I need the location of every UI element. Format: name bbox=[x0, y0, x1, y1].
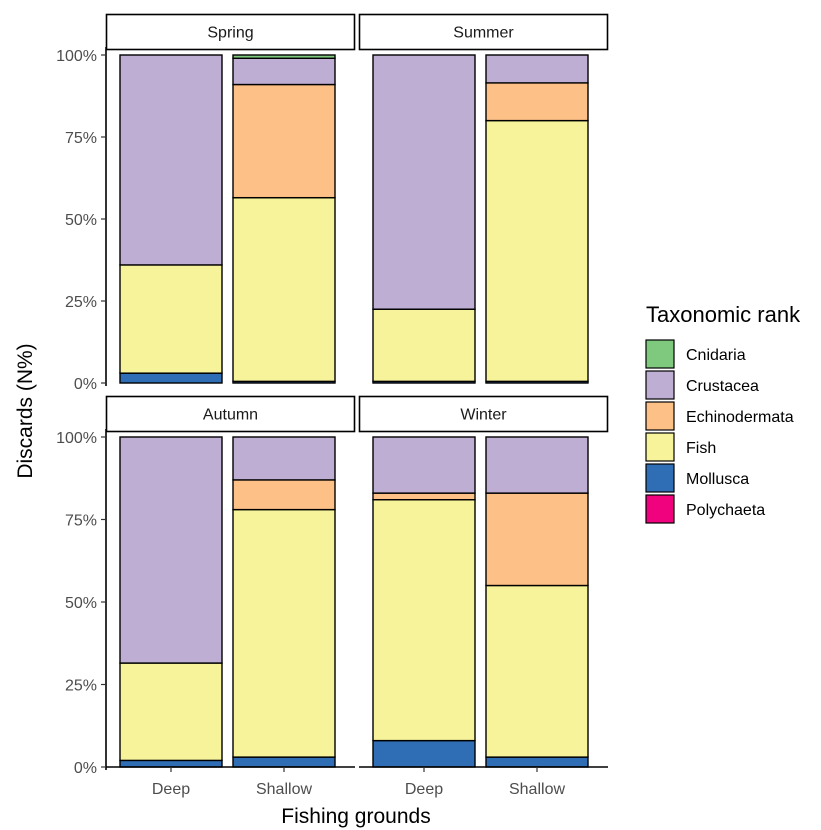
bar-segment-crustacea bbox=[372, 54, 476, 310]
facet-panel-autumn: Autumn bbox=[105, 395, 356, 768]
x-tick-label: Deep bbox=[152, 781, 190, 798]
legend-swatch-cnidaria bbox=[645, 339, 675, 369]
x-tick-label: Shallow bbox=[509, 781, 565, 798]
facet-strip-label: Summer bbox=[453, 25, 514, 42]
bar-segment-fish bbox=[372, 499, 476, 742]
y-tick-label: 100% bbox=[56, 430, 97, 447]
y-tick-label: 0% bbox=[74, 760, 97, 777]
bar-segment-fish bbox=[372, 308, 476, 383]
legend-label-fish: Fish bbox=[686, 440, 716, 457]
y-tick-label: 0% bbox=[74, 376, 97, 393]
y-tick-label: 100% bbox=[56, 48, 97, 65]
bar-segment-fish bbox=[119, 264, 223, 374]
legend-label-crustacea: Crustacea bbox=[686, 378, 759, 395]
bar-segment-fish bbox=[232, 508, 336, 758]
facet-panel-winter: Winter bbox=[358, 395, 609, 768]
legend-swatch-polychaeta bbox=[645, 494, 675, 524]
facet-strip bbox=[358, 13, 609, 51]
bar-segment-crustacea bbox=[232, 436, 336, 481]
y-axis-title: Discards (N%) bbox=[14, 343, 37, 478]
y-tick-label: 75% bbox=[65, 130, 97, 147]
bar-segment-crustacea bbox=[119, 54, 223, 266]
facet-panel-spring: Spring bbox=[105, 13, 356, 384]
y-axes: 0% 25% 50% 75% 100% 0% 25% 50% 75% 100% bbox=[56, 47, 107, 777]
bar-segment-mollusca bbox=[119, 759, 223, 768]
bar-segment-cnidaria bbox=[232, 54, 336, 59]
y-tick-label: 50% bbox=[65, 212, 97, 229]
y-tick-label: 25% bbox=[65, 678, 97, 695]
bar-segment-echinodermata bbox=[232, 479, 336, 511]
bar-segment-crustacea bbox=[485, 54, 589, 84]
bar-segment-mollusca bbox=[485, 756, 589, 768]
bar-segment-crustacea bbox=[119, 436, 223, 664]
y-tick-label: 50% bbox=[65, 595, 97, 612]
facet-strip-label: Winter bbox=[460, 407, 507, 424]
bar-segment-echinodermata bbox=[372, 492, 476, 501]
legend-swatch-crustacea bbox=[645, 370, 675, 400]
legend-swatch-echinodermata bbox=[645, 401, 675, 431]
bar-segment-crustacea bbox=[485, 436, 589, 494]
facet-panel-summer: Summer bbox=[358, 13, 609, 384]
bar-segment-mollusca bbox=[119, 372, 223, 384]
x-axis-title: Fishing grounds bbox=[281, 805, 430, 828]
bar-segment-mollusca bbox=[232, 756, 336, 768]
facet-strip-label: Autumn bbox=[203, 407, 258, 424]
x-axis: Deep Shallow Deep Shallow bbox=[106, 766, 608, 798]
legend-swatch-fish bbox=[645, 432, 675, 462]
x-tick-label: Deep bbox=[405, 781, 443, 798]
legend-label-mollusca: Mollusca bbox=[686, 471, 749, 488]
legend-swatch-mollusca bbox=[645, 463, 675, 493]
bar-segment-echinodermata bbox=[485, 492, 589, 587]
bar-segment-fish bbox=[485, 119, 589, 383]
facet-strip bbox=[105, 395, 356, 433]
facet-strip bbox=[105, 13, 356, 51]
facet-strip bbox=[358, 395, 609, 433]
bar-segment-fish bbox=[119, 662, 223, 762]
legend-label-polychaeta: Polychaeta bbox=[686, 502, 765, 519]
bar-segment-echinodermata bbox=[485, 82, 589, 122]
legend-label-echinodermata: Echinodermata bbox=[686, 409, 794, 426]
y-tick-label: 75% bbox=[65, 513, 97, 530]
bar-segment-crustacea bbox=[372, 436, 476, 494]
facet-strip-label: Spring bbox=[207, 25, 253, 42]
legend-label-cnidaria: Cnidaria bbox=[686, 347, 746, 364]
legend-title: Taxonomic rank bbox=[646, 302, 801, 327]
facet-panels: Spring Summer Autumn Winter bbox=[105, 13, 609, 768]
bar-segment-fish bbox=[485, 584, 589, 758]
bar-segment-mollusca bbox=[372, 739, 476, 768]
x-tick-label: Shallow bbox=[256, 781, 312, 798]
bar-segment-echinodermata bbox=[232, 83, 336, 199]
bar-segment-crustacea bbox=[232, 57, 336, 86]
bar-segment-fish bbox=[232, 196, 336, 383]
y-tick-label: 25% bbox=[65, 294, 97, 311]
legend: Taxonomic rank Cnidaria Crustacea Echinode… bbox=[645, 302, 801, 524]
